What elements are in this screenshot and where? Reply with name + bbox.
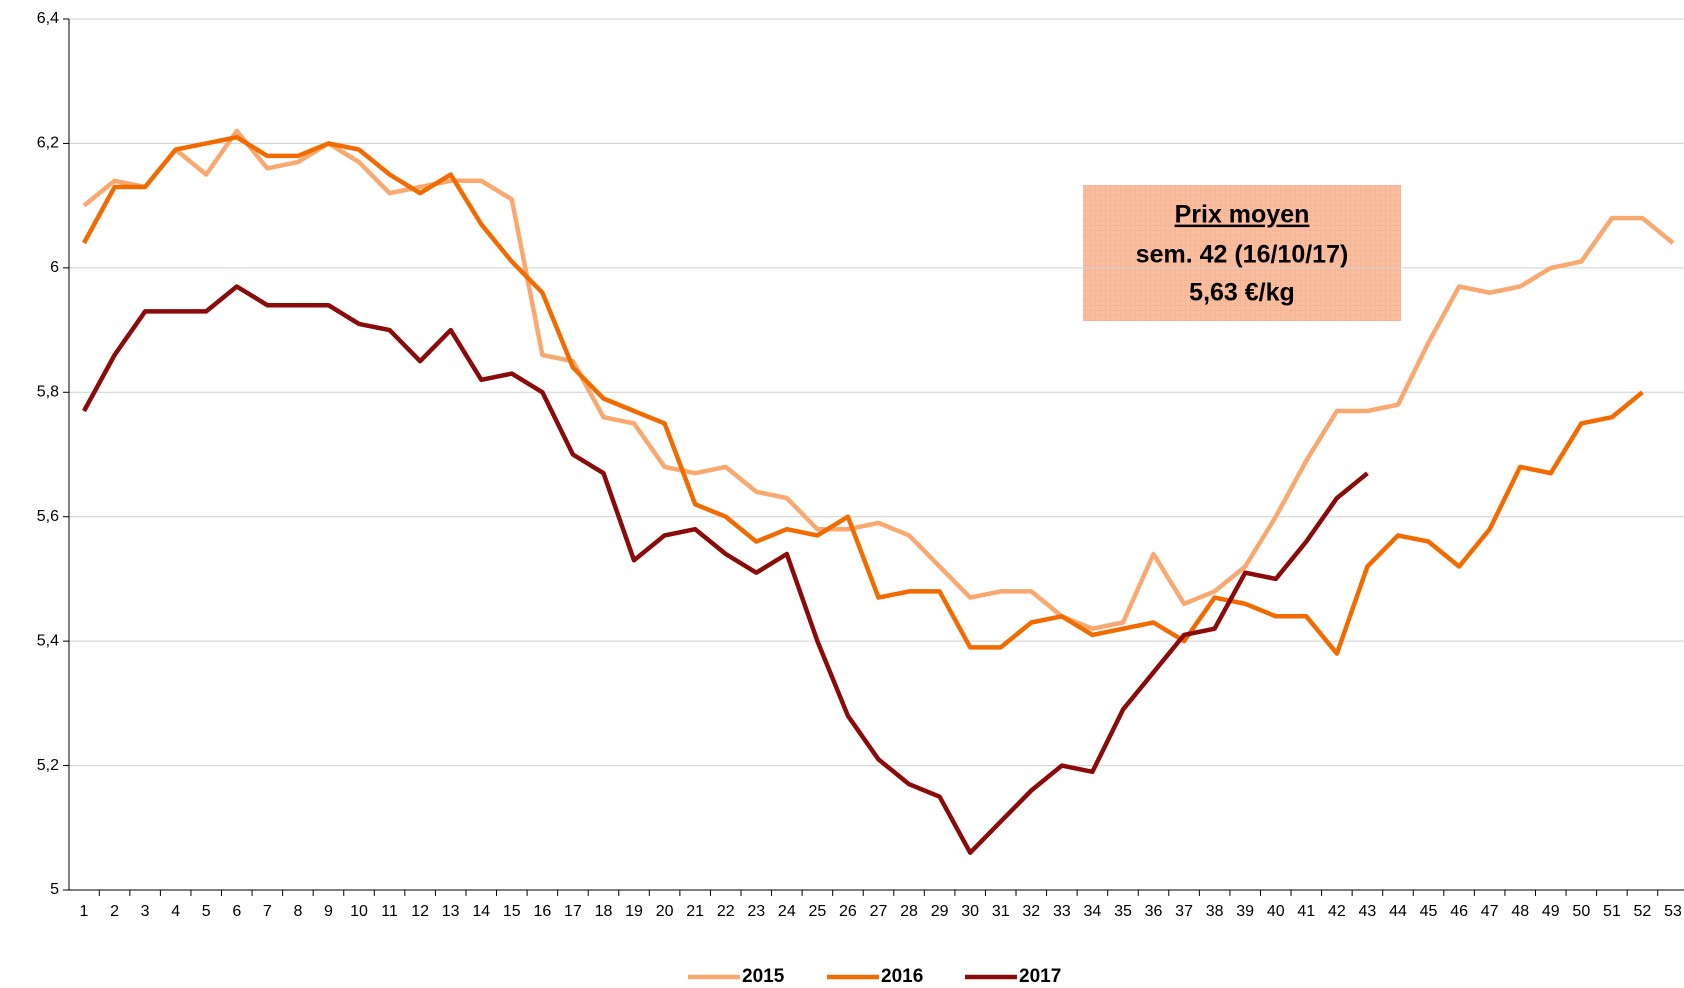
x-tick-label: 44 <box>1389 903 1407 920</box>
x-tick-label: 26 <box>839 903 857 920</box>
x-tick-label: 28 <box>900 903 918 920</box>
y-tick-label: 5,8 <box>37 384 59 401</box>
x-tick-label: 18 <box>595 903 613 920</box>
x-tick-label: 22 <box>717 903 735 920</box>
x-tick-label: 17 <box>564 903 582 920</box>
x-tick-label: 29 <box>931 903 949 920</box>
y-tick-label: 5,2 <box>37 757 59 774</box>
annotation-line: sem. 42 (16/10/17) <box>1136 241 1349 269</box>
y-tick-label: 5,6 <box>37 508 59 525</box>
y-tick-label: 5,4 <box>37 632 59 649</box>
x-tick-label: 46 <box>1450 903 1468 920</box>
x-tick-label: 23 <box>747 903 765 920</box>
x-tick-label: 9 <box>324 903 333 920</box>
y-tick-label: 6 <box>50 259 59 276</box>
x-tick-label: 32 <box>1022 903 1040 920</box>
x-tick-label: 37 <box>1175 903 1193 920</box>
y-tick-label: 6,4 <box>37 10 59 27</box>
x-tick-label: 24 <box>778 903 796 920</box>
x-tick-label: 34 <box>1084 903 1102 920</box>
y-tick-label: 6,2 <box>37 135 59 152</box>
x-tick-label: 42 <box>1328 903 1346 920</box>
legend-label: 2016 <box>881 966 923 987</box>
x-tick-label: 53 <box>1664 903 1682 920</box>
series-line <box>82 284 1369 855</box>
x-tick-label: 47 <box>1481 903 1499 920</box>
x-tick-label: 39 <box>1236 903 1254 920</box>
x-tick-label: 14 <box>472 903 490 920</box>
x-tick-label: 12 <box>411 903 429 920</box>
x-tick-label: 38 <box>1206 903 1224 920</box>
x-tick-label: 4 <box>171 903 180 920</box>
x-tick-label: 25 <box>808 903 826 920</box>
x-tick-label: 43 <box>1359 903 1377 920</box>
x-tick-label: 6 <box>232 903 241 920</box>
legend-label: 2017 <box>1019 966 1061 987</box>
x-tick-label: 10 <box>350 903 368 920</box>
x-tick-label: 19 <box>625 903 643 920</box>
x-tick-label: 16 <box>533 903 551 920</box>
x-tick-label: 35 <box>1114 903 1132 920</box>
x-tick-label: 21 <box>686 903 704 920</box>
x-tick-label: 11 <box>381 903 398 920</box>
x-tick-label: 30 <box>961 903 979 920</box>
x-tick-label: 13 <box>442 903 460 920</box>
x-tick-label: 2 <box>110 903 119 920</box>
x-tick-label: 7 <box>263 903 272 920</box>
x-tick-label: 36 <box>1145 903 1163 920</box>
y-tick-label: 5 <box>50 881 59 898</box>
x-tick-label: 40 <box>1267 903 1285 920</box>
x-tick-label: 41 <box>1297 903 1315 920</box>
x-tick-label: 31 <box>992 903 1010 920</box>
x-tick-label: 5 <box>202 903 211 920</box>
x-tick-label: 15 <box>503 903 521 920</box>
x-tick-label: 50 <box>1572 903 1590 920</box>
x-tick-label: 8 <box>293 903 302 920</box>
x-tick-label: 1 <box>80 903 89 920</box>
x-tick-label: 51 <box>1603 903 1621 920</box>
annotation-title: Prix moyen <box>1175 201 1310 229</box>
annotation-box <box>1083 185 1401 321</box>
x-tick-label: 45 <box>1420 903 1438 920</box>
series-line <box>82 134 1644 656</box>
x-tick-label: 27 <box>870 903 888 920</box>
annotation-line: 5,63 €/kg <box>1189 279 1295 307</box>
x-tick-label: 48 <box>1511 903 1529 920</box>
series-line <box>82 128 1675 631</box>
x-tick-label: 52 <box>1634 903 1652 920</box>
legend-label: 2015 <box>742 966 785 987</box>
x-tick-label: 33 <box>1053 903 1071 920</box>
x-tick-label: 20 <box>656 903 674 920</box>
x-tick-label: 49 <box>1542 903 1560 920</box>
x-tick-label: 3 <box>141 903 150 920</box>
